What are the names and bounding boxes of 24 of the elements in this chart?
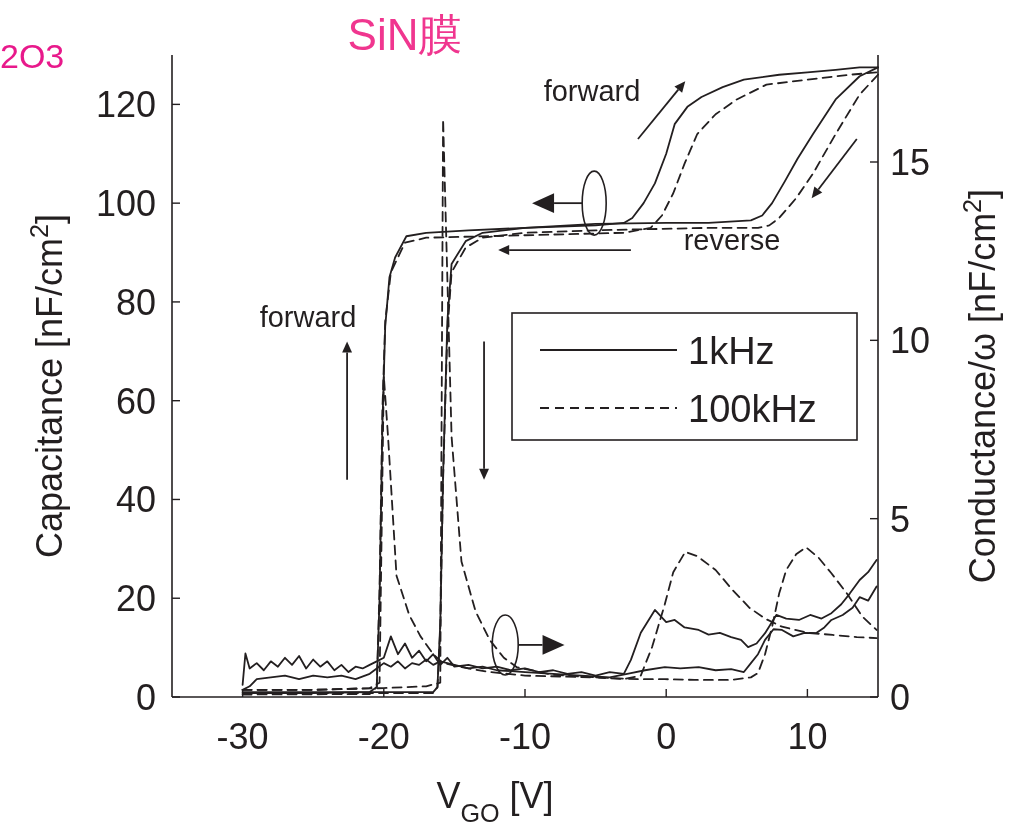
y-tick-label: 80	[115, 281, 156, 323]
x-tick-label: 0	[656, 716, 677, 757]
text: 2O3	[0, 37, 65, 75]
x-tick-label: -30	[216, 716, 269, 757]
annotation: forward	[259, 301, 357, 333]
chart-title: SiN膜	[347, 10, 463, 59]
y2-tick-label: 10	[890, 320, 931, 362]
y-tick-label: 60	[115, 380, 156, 422]
x-axis-title: V$_{GO}$ [V]	[436, 775, 554, 827]
y-tick-label: 120	[95, 84, 156, 126]
x-tick-label: -10	[498, 716, 552, 757]
y-tick-label: 40	[115, 479, 156, 521]
legend-label: 100kHz	[688, 388, 817, 430]
y-tick-label: 20	[115, 578, 156, 620]
annotation: forward	[543, 75, 641, 107]
y2-tick-label: 15	[890, 142, 931, 183]
y-tick-label: 100	[95, 183, 156, 225]
x-tick-label: -20	[357, 716, 410, 757]
x-tick-label: 10	[787, 716, 828, 757]
y-tick-label: 0	[135, 677, 156, 718]
legend-label: 1kHz	[688, 330, 775, 372]
y2-tick-label: 5	[890, 498, 911, 540]
y2-tick-label: 0	[890, 677, 911, 718]
annotation: reverse	[683, 224, 781, 256]
